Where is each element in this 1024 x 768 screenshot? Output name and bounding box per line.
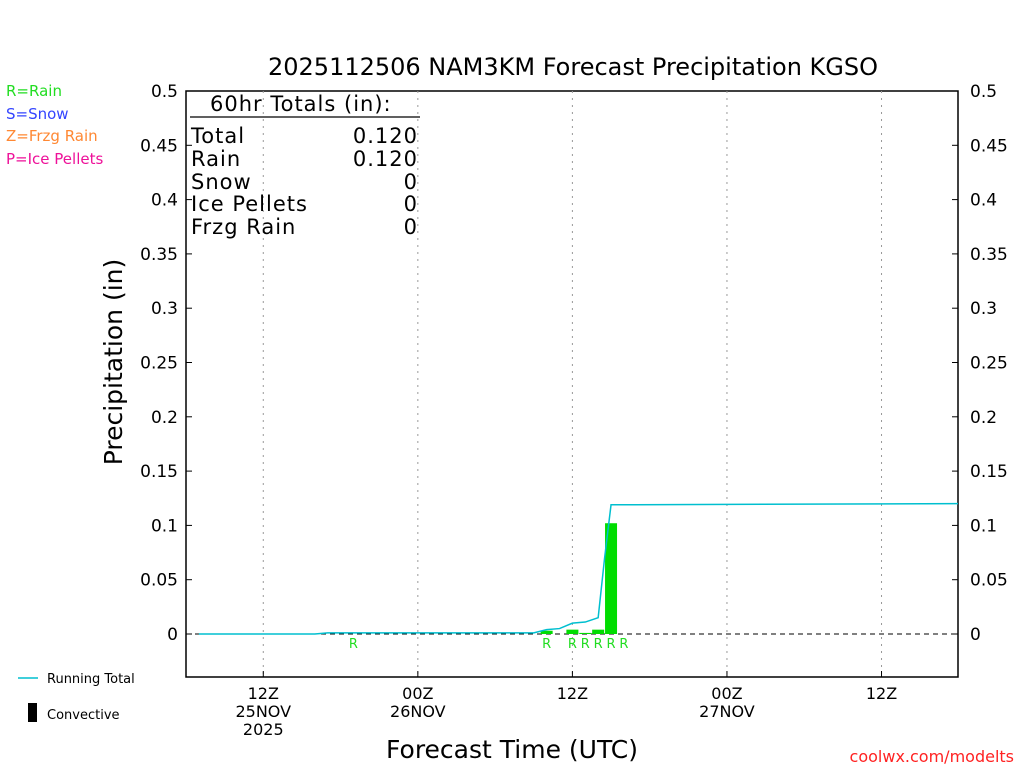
y-axis-label: Precipitation (in) bbox=[99, 259, 128, 466]
convective-bar bbox=[540, 630, 553, 634]
x-tick-label: 12Z bbox=[248, 684, 279, 703]
totals-row-value: 0 bbox=[404, 215, 418, 239]
running-total-line bbox=[198, 502, 959, 635]
y-tick-label-right: 0.3 bbox=[970, 299, 997, 319]
rain-marker: R bbox=[607, 637, 616, 652]
y-tick-label-right: 0.45 bbox=[970, 136, 1008, 156]
rain-marker: R bbox=[619, 637, 628, 652]
legend-ice-pellets: P=Ice Pellets bbox=[6, 150, 103, 168]
totals-row-value: 0 bbox=[404, 192, 418, 216]
y-tick-label-right: 0.4 bbox=[970, 191, 997, 211]
totals-row-value: 0.120 bbox=[353, 124, 418, 148]
grid-layer bbox=[262, 91, 883, 677]
totals-row-value: 0.120 bbox=[353, 147, 418, 171]
y-tick-label-left: 0.05 bbox=[140, 571, 178, 591]
totals-row-value: 0 bbox=[404, 170, 418, 194]
y-tick-label-left: 0.25 bbox=[140, 354, 178, 374]
footer-credit: coolwx.com/modelts bbox=[850, 747, 1014, 766]
legend-convective-label: Convective bbox=[47, 708, 120, 723]
rain-marker: R bbox=[581, 637, 590, 652]
rain-marker: R bbox=[349, 637, 358, 652]
y-tick-label-right: 0.35 bbox=[970, 245, 1008, 265]
y-tick-label-right: 0.15 bbox=[970, 462, 1008, 482]
y-tick-label-left: 0.15 bbox=[140, 462, 178, 482]
convective-bars bbox=[540, 523, 618, 634]
totals-row-label: Rain bbox=[191, 147, 241, 171]
x-tick-label: 00Z bbox=[402, 684, 433, 703]
x-tick-label: 00Z bbox=[711, 684, 742, 703]
y-tick-label-right: 0.05 bbox=[970, 571, 1008, 591]
y-tick-label-left: 0.45 bbox=[140, 136, 178, 156]
legend-frzg-rain: Z=Frzg Rain bbox=[6, 127, 98, 145]
y-tick-label-left: 0.2 bbox=[151, 408, 178, 428]
convective-bar bbox=[592, 629, 605, 634]
legend-running-total-label: Running Total bbox=[47, 672, 135, 687]
convective-bar bbox=[605, 523, 618, 634]
x-tick-label: 25NOV bbox=[235, 702, 291, 721]
x-tick-label: 2025 bbox=[243, 720, 284, 739]
x-tick-label: 12Z bbox=[557, 684, 588, 703]
x-tick-label: 12Z bbox=[866, 684, 897, 703]
x-axis-label: Forecast Time (UTC) bbox=[386, 735, 638, 764]
y-tick-label-left: 0.4 bbox=[151, 191, 178, 211]
y-tick-label-right: 0.2 bbox=[970, 408, 997, 428]
x-tick-label: 26NOV bbox=[390, 702, 446, 721]
y-tick-label-left: 0.5 bbox=[151, 82, 178, 102]
legend-rain: R=Rain bbox=[6, 82, 62, 100]
y-tick-label-left: 0.35 bbox=[140, 245, 178, 265]
y-tick-label-right: 0.1 bbox=[970, 516, 997, 536]
y-ticks-left: 0.5 0.45 0.4 0.35 0.3 0.25 0.2 0.15 0.1 0.05 0 bbox=[140, 82, 192, 645]
convective-bar bbox=[579, 632, 592, 634]
totals-header: 60hr Totals (in): bbox=[210, 92, 392, 116]
convective-bar bbox=[566, 629, 579, 634]
rain-marker: R bbox=[568, 637, 577, 652]
totals-box: 60hr Totals (in): Total 0.120 Rain 0.120… bbox=[190, 92, 420, 239]
totals-row-label: Frzg Rain bbox=[191, 215, 296, 239]
legend-snow: S=Snow bbox=[6, 105, 69, 123]
x-tick-label: 27NOV bbox=[699, 702, 755, 721]
totals-row-label: Total bbox=[190, 124, 245, 148]
y-tick-label-left: 0.1 bbox=[151, 516, 178, 536]
rain-marker: R bbox=[594, 637, 603, 652]
y-tick-label-right: 0 bbox=[970, 625, 981, 645]
y-tick-label-right: 0.25 bbox=[970, 354, 1008, 374]
y-ticks-right: 0.5 0.45 0.4 0.35 0.3 0.25 0.2 0.15 0.1 0.05 0 bbox=[952, 82, 1008, 645]
y-tick-label-left: 0.3 bbox=[151, 299, 178, 319]
totals-row-label: Snow bbox=[191, 170, 252, 194]
legend-convective-swatch bbox=[28, 703, 37, 722]
rain-marker: R bbox=[542, 637, 551, 652]
totals-row-label: Ice Pellets bbox=[191, 192, 308, 216]
y-tick-label-right: 0.5 bbox=[970, 82, 997, 102]
y-tick-label-left: 0 bbox=[167, 625, 178, 645]
chart-title: 2025112506 NAM3KM Forecast Precipitation… bbox=[268, 53, 878, 81]
